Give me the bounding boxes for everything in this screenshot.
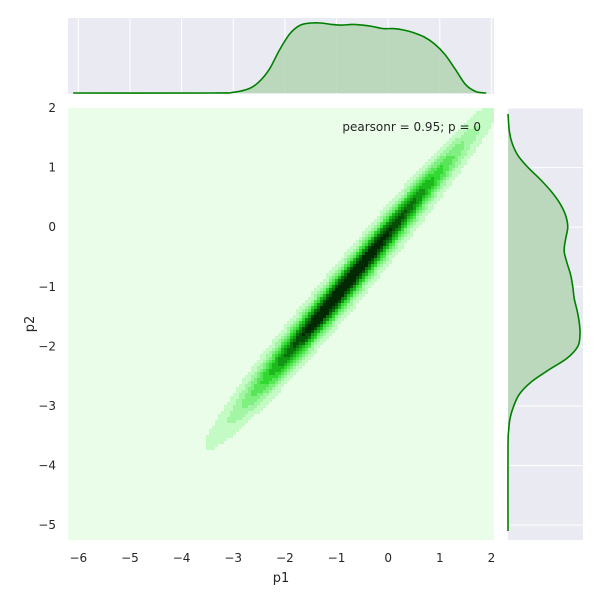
x-tick-label: −6 (69, 551, 87, 565)
x-tick-label: 0 (384, 551, 392, 565)
marginal-x-density-fill (73, 22, 487, 94)
pearson-annotation: pearsonr = 0.95; p = 0 (342, 120, 481, 134)
x-tick-label: −5 (121, 551, 139, 565)
y-tick-labels: −5 −4 −3 −2 −1 0 1 2 (38, 101, 56, 532)
y-axis-label: p2 (23, 316, 38, 333)
marginal-y-density-line (507, 113, 581, 532)
joint-axes: −6 −5 −4 −3 −2 −1 0 1 2 −5 −4 −3 −2 −1 0 1 2 pearsonr =… (23, 101, 495, 586)
x-tick-label: −3 (224, 551, 242, 565)
kde-contours (206, 108, 494, 450)
y-tick-label: −3 (38, 399, 56, 413)
y-tick-label: −2 (38, 339, 56, 353)
x-tick-label: −1 (328, 551, 346, 565)
y-tick-label: −5 (38, 518, 56, 532)
y-tick-label: 1 (48, 161, 56, 175)
marginal-x-density-line (73, 21, 487, 94)
x-tick-label: −4 (173, 551, 191, 565)
marginal-y-axes (507, 107, 583, 540)
x-tick-label: 2 (488, 551, 496, 565)
y-tick-label: 0 (48, 220, 56, 234)
x-axis-label: p1 (273, 571, 290, 586)
x-tick-labels: −6 −5 −4 −3 −2 −1 0 1 2 (69, 551, 495, 565)
y-tick-label: −4 (38, 459, 56, 473)
x-tick-label: 1 (436, 551, 444, 565)
marginal-y-density-fill (507, 113, 581, 532)
marginal-x-axes (68, 18, 494, 94)
kde-contour-level (302, 228, 392, 336)
y-tick-label: 2 (48, 101, 56, 115)
x-tick-label: −2 (276, 551, 294, 565)
y-tick-label: −1 (38, 280, 56, 294)
